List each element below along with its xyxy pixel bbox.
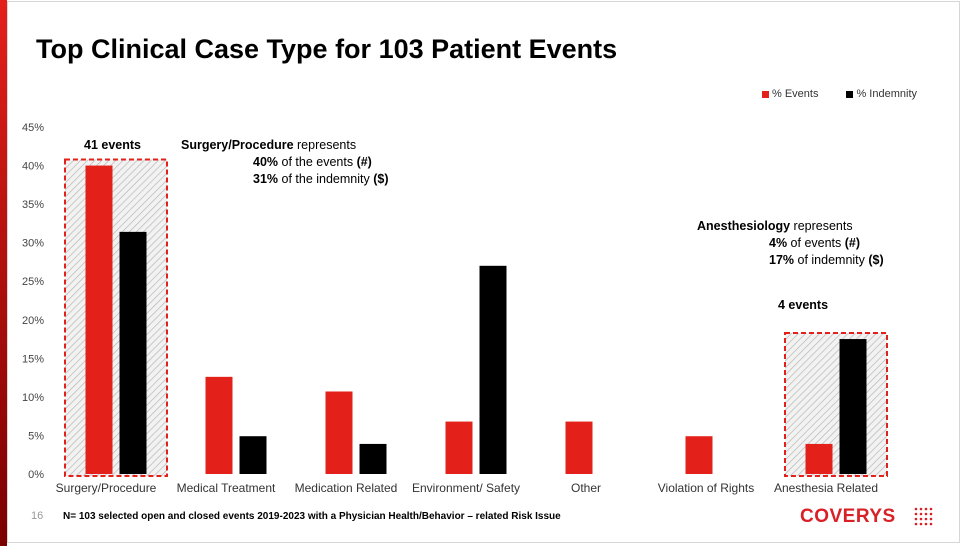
x-category-label: Violation of Rights [658,481,755,495]
page-number: 16 [31,510,44,522]
surgery-note-indemnity-tag: ($) [373,172,389,186]
anes-note-line1-text: represents [790,219,853,233]
anes-note-line2-text: of events [787,236,845,250]
surgery-note-category: Surgery/Procedure [181,138,294,152]
bar-events [325,391,353,474]
bar-indemnity [239,436,267,474]
bar-events [205,376,233,474]
chart-legend: % Events % Indemnity [762,88,917,100]
anes-note-line1: Anesthesiology represents [697,218,853,235]
anes-events-label: 4 events [778,298,829,312]
y-tick-label: 10% [22,392,44,404]
logo-dots-icon [914,507,933,526]
y-tick-label: 15% [22,353,44,365]
surgery-note-indemnity-pct: 31% [253,172,279,186]
x-category-label: Medical Treatment [177,481,276,495]
legend-item-events: % Events [762,88,818,100]
surgery-note-line2-text: of the events [278,155,357,169]
surgery-events-label: 41 events [84,138,141,152]
bar-events [445,421,473,474]
coverys-logo: COVERYS [800,506,896,527]
bar-indemnity [479,265,507,474]
anes-note-category: Anesthesiology [697,219,791,233]
highlight-box-anesthesia-related [784,332,888,477]
bar-indemnity [119,231,147,474]
legend-label-indemnity: % Indemnity [856,88,917,100]
legend-swatch-events [762,90,769,98]
accent-bar [0,0,7,546]
surgery-note-line2: 40% of the events (#) [253,154,372,171]
y-tick-label: 5% [28,430,44,442]
bar-indemnity [359,443,387,474]
y-tick-label: 25% [22,276,44,288]
bar-events [805,443,833,474]
anes-note-indemnity-pct: 17% [769,253,795,267]
y-tick-label: 40% [22,161,44,173]
anes-note-line2: 4% of events (#) [769,235,860,252]
x-category-label: Surgery/Procedure [56,481,157,495]
x-category-label: Anesthesia Related [774,481,878,495]
bar-events [685,436,713,474]
x-category-label: Environment/ Safety [412,481,520,495]
anes-note-indemnity-tag: ($) [868,253,884,267]
x-category-label: Other [571,481,601,495]
page-title: Top Clinical Case Type for 103 Patient E… [36,34,618,64]
legend-item-indemnity: % Indemnity [846,88,917,100]
highlight-box-surgery-procedure [64,158,168,478]
legend-swatch-indemnity [846,90,854,98]
y-tick-label: 30% [22,238,44,250]
anes-note-events-pct: 4% [769,236,788,250]
bar-events [85,165,113,475]
surgery-note-line1-text: represents [293,138,357,152]
anes-note-line3: 17% of indemnity ($) [769,252,884,269]
bar-indemnity [839,339,867,474]
legend-label-events: % Events [772,88,819,100]
y-tick-label: 0% [28,469,44,481]
footnote: N= 103 selected open and closed events 2… [63,511,561,522]
anes-note-line3-text: of indemnity [794,253,869,267]
y-tick-label: 45% [22,122,44,134]
surgery-note-line3: 31% of the indemnity ($) [253,171,389,188]
x-category-label: Medication Related [295,481,398,495]
surgery-note-line1: Surgery/Procedure represents [181,137,356,154]
anes-note-events-tag: (#) [844,236,861,250]
surgery-note-line3-text: of the indemnity [278,172,374,186]
surgery-note-events-tag: (#) [356,155,372,169]
y-tick-label: 20% [22,315,44,327]
bar-events [565,421,593,474]
surgery-note-events-pct: 40% [253,155,279,169]
y-tick-label: 35% [22,199,44,211]
